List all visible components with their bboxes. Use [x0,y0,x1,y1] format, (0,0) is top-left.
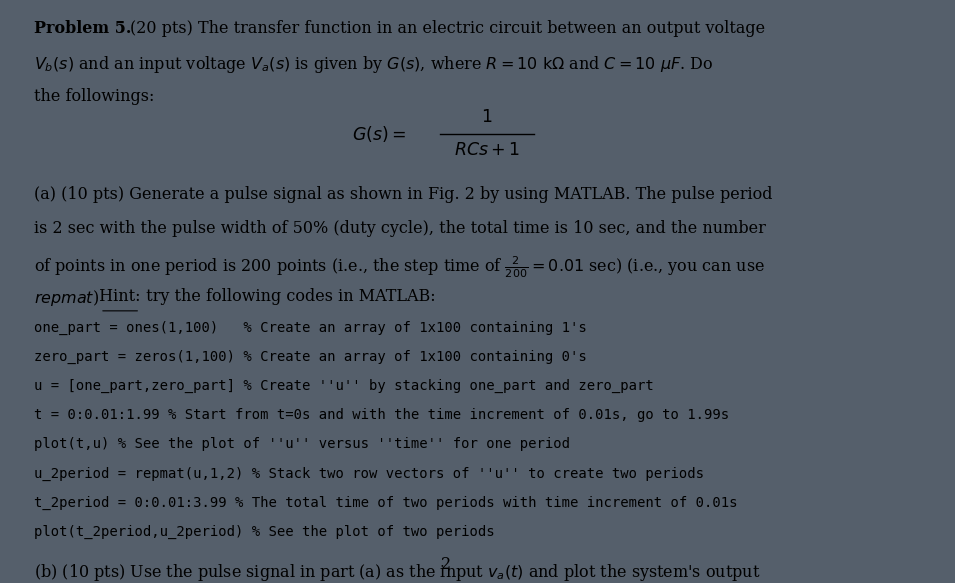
Text: Problem 5.: Problem 5. [34,20,131,37]
Text: is 2 sec with the pulse width of 50% (duty cycle), the total time is 10 sec, and: is 2 sec with the pulse width of 50% (du… [34,220,766,237]
Text: plot(t,u) % See the plot of ''u'' versus ''time'' for one period: plot(t,u) % See the plot of ''u'' versus… [34,437,570,451]
Text: u = [one_part,zero_part] % Create ''u'' by stacking one_part and zero_part: u = [one_part,zero_part] % Create ''u'' … [34,379,653,393]
Text: 2: 2 [441,556,452,573]
Text: t_2period = 0:0.01:3.99 % The total time of two periods with time increment of 0: t_2period = 0:0.01:3.99 % The total time… [34,496,737,510]
Text: $V_b(s)$ and an input voltage $V_a(s)$ is given by $G(s)$, where $R = 10\ \mathr: $V_b(s)$ and an input voltage $V_a(s)$ i… [34,54,713,75]
Text: $RCs + 1$: $RCs + 1$ [454,142,520,159]
Text: plot(t_2period,u_2period) % See the plot of two periods: plot(t_2period,u_2period) % See the plot… [34,525,495,539]
Text: t = 0:0.01:1.99 % Start from t=0s and with the time increment of 0.01s, go to 1.: t = 0:0.01:1.99 % Start from t=0s and wi… [34,408,729,422]
Text: (20 pts) The transfer function in an electric circuit between an output voltage: (20 pts) The transfer function in an ele… [131,20,766,37]
Text: (a) (10 pts) Generate a pulse signal as shown in Fig. 2 by using MATLAB. The pul: (a) (10 pts) Generate a pulse signal as … [34,186,773,203]
Text: $G(s) =$: $G(s) =$ [352,124,406,143]
Text: u_2period = repmat(u,1,2) % Stack two row vectors of ''u'' to create two periods: u_2period = repmat(u,1,2) % Stack two ro… [34,466,704,480]
Text: one_part = ones(1,100)   % Create an array of 1x100 containing 1's: one_part = ones(1,100) % Create an array… [34,321,586,335]
Text: $1$: $1$ [481,109,493,126]
Text: zero_part = zeros(1,100) % Create an array of 1x100 containing 0's: zero_part = zeros(1,100) % Create an arr… [34,350,586,364]
Text: (b) (10 pts) Use the pulse signal in part (a) as the input $v_a(t)$ and plot the: (b) (10 pts) Use the pulse signal in par… [34,563,760,583]
Text: of points in one period is 200 points (i.e., the step time of $\frac{2}{200} = 0: of points in one period is 200 points (i… [34,254,765,279]
Text: $\mathit{repmat}$): $\mathit{repmat}$) [34,287,99,308]
Text: Hint:: Hint: [94,287,140,304]
Text: the followings:: the followings: [34,88,155,105]
Text: try the following codes in MATLAB:: try the following codes in MATLAB: [141,287,435,304]
